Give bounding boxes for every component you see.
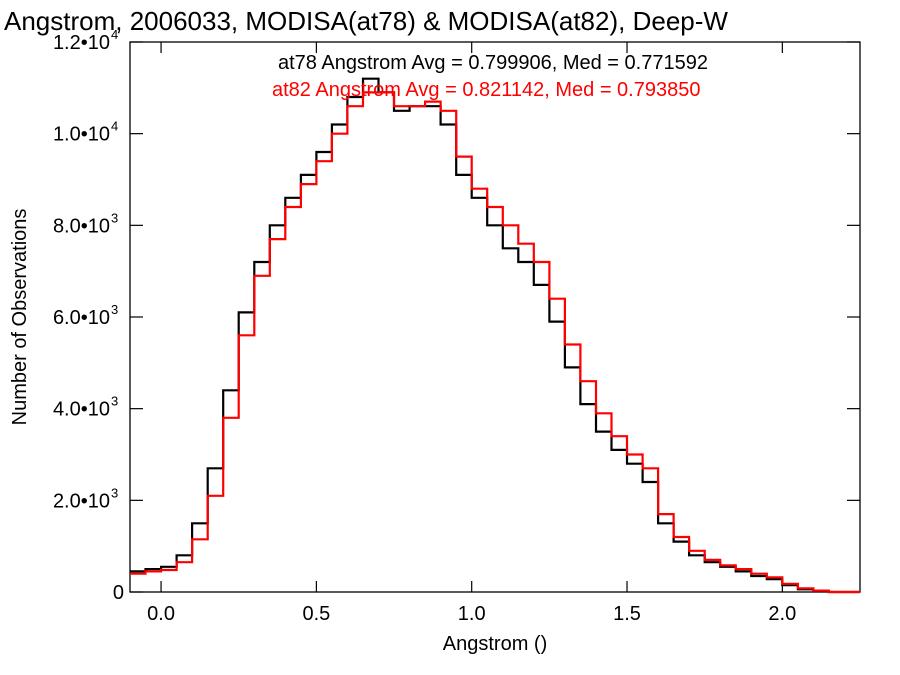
x-tick-label: 0.5 [302,603,330,625]
chart-title: Angstrom, 2006033, MODISA(at78) & MODISA… [4,6,728,36]
annotation-at82-stats: at82 Angstrom Avg = 0.821142, Med = 0.79… [272,79,700,101]
y-tick-label: 8.0•10 [53,215,110,237]
y-axis-label: Number of Observations [9,209,31,426]
x-tick-label: 0.0 [147,603,175,625]
y-tick-label: 2.0•10 [53,490,110,512]
y-tick-exponent: 3 [111,485,118,500]
y-tick-label: 1.0•10 [53,124,110,146]
series-layer [130,77,860,594]
series-line-1 [130,91,860,594]
y-tick-exponent: 4 [111,27,118,42]
y-tick-label: 0 [113,582,124,604]
x-axis: 0.0 0.5 1.0 1.5 2.0 [147,42,796,625]
x-tick-label: 1.5 [613,603,641,625]
y-tick-exponent: 3 [111,210,118,225]
y-axis: 02.0•10 34.0•10 36.0•10 38.0•10 31.0•10 41.2•… [53,27,860,604]
y-tick-label: 4.0•10 [53,399,110,421]
y-tick-label: 6.0•10 [53,307,110,329]
annotation-at78-stats: at78 Angstrom Avg = 0.799906, Med = 0.77… [278,52,708,74]
y-tick-exponent: 4 [111,119,118,134]
x-tick-label: 2.0 [768,603,796,625]
x-axis-label: Angstrom () [443,633,547,655]
y-tick-label: 1.2•10 [53,32,110,54]
x-tick-label: 1.0 [458,603,486,625]
y-tick-exponent: 3 [111,394,118,409]
y-tick-exponent: 3 [111,302,118,317]
